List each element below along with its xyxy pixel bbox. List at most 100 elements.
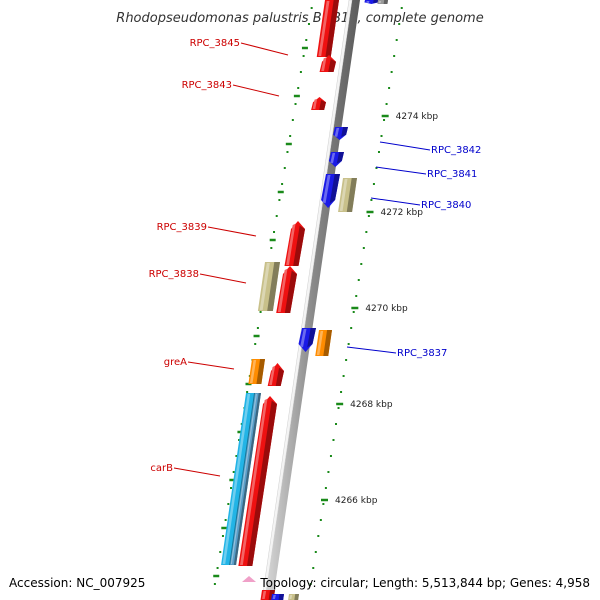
track-dot — [254, 343, 257, 345]
tick-label: 4270 kbp — [365, 304, 408, 314]
gene-label-leader — [199, 273, 247, 284]
gene-bottom-blue — [271, 594, 284, 600]
track-dot — [345, 359, 348, 361]
gene-rpc-3840-khaki-highlight — [339, 179, 348, 211]
track-dot — [337, 407, 340, 409]
gene-top-right-gray-highlight — [378, 1, 382, 3]
backbone-highlight — [261, 0, 353, 600]
track-dot — [350, 327, 353, 329]
gene-label-leader — [187, 361, 235, 370]
gene-rpc-3841-shade — [336, 152, 344, 164]
track-dot — [273, 231, 276, 233]
gene-carb-cyan2-highlight — [230, 394, 257, 564]
gene-label-rpc-3839: RPC_3839 — [157, 222, 257, 237]
gene-rpc-3845-shade — [325, 0, 339, 57]
gene-grea-red-highlight — [269, 365, 276, 385]
gene-rpc-3838 — [257, 262, 280, 311]
gene-label-text: RPC_3841 — [427, 169, 477, 180]
tick-label: 4266 kbp — [335, 496, 378, 506]
track-dot — [299, 71, 302, 73]
track-dot — [232, 471, 235, 473]
track-dot — [380, 135, 383, 137]
track-dot — [360, 263, 363, 265]
track-dot — [375, 167, 378, 169]
gene-rpc-3840-khaki-shade — [346, 178, 357, 212]
track-dot — [355, 295, 358, 297]
tick-label: 4268 kbp — [350, 400, 393, 410]
gene-features — [221, 0, 388, 600]
gene-rpc-3845-tip-shade — [328, 59, 336, 72]
track-dot — [259, 311, 262, 313]
track-dot — [270, 247, 273, 249]
gene-label-leader — [346, 346, 397, 354]
track-dot — [317, 535, 320, 537]
gene-rpc-3842-highlight — [334, 128, 340, 137]
track-dot — [365, 231, 368, 233]
track-dot — [329, 455, 332, 457]
track-dot — [383, 119, 386, 121]
track-dot — [342, 375, 345, 377]
track-dot — [377, 151, 380, 153]
genome-summary-text: Topology: circular; Length: 5,513,844 bp… — [259, 576, 590, 590]
tick-label: 4272 kbp — [381, 208, 424, 218]
gene-label-leader — [232, 84, 280, 97]
gene-rpc-3845-highlight — [318, 1, 330, 56]
track-dot — [235, 455, 238, 457]
track-dot — [324, 487, 327, 489]
gene-label-rpc-3843: RPC_3843 — [182, 80, 280, 97]
pink-feature — [242, 576, 256, 582]
track-dot — [219, 551, 222, 553]
track-dot — [221, 535, 224, 537]
gene-rpc-3842 — [333, 127, 348, 140]
track-dot — [286, 151, 289, 153]
track-dot — [278, 199, 281, 201]
gene-rpc-3840-shade — [329, 174, 340, 204]
gene-label-leader — [375, 166, 427, 175]
gene-bottom-red-highlight — [262, 591, 267, 599]
gene-rpc-3843-highlight — [312, 98, 318, 109]
gene-label-text: carB — [150, 463, 173, 474]
gene-label-leader — [240, 42, 289, 56]
gene-bottom-khaki-shade — [294, 594, 299, 600]
gene-rpc-3843-shade — [319, 100, 326, 110]
gene-bottom-blue-shade — [278, 594, 284, 600]
track-dot — [283, 167, 286, 169]
gene-label-text: greA — [164, 357, 187, 368]
track-dot — [335, 423, 338, 425]
track-dot — [347, 343, 350, 345]
track-dot — [372, 183, 375, 185]
gene-label-rpc-3838: RPC_3838 — [149, 269, 247, 284]
map-title: Rhodopseudomonas palustris BisB18, compl… — [116, 11, 483, 26]
track-dot — [281, 183, 284, 185]
gene-rpc-3845-tip-highlight — [321, 57, 327, 71]
gene-rpc-3840-highlight — [322, 175, 331, 204]
track-dot — [357, 279, 360, 281]
track-dot — [238, 439, 241, 441]
gene-rpc-3839 — [284, 221, 305, 266]
track-dot — [314, 551, 317, 553]
gene-label-text: RPC_3845 — [190, 38, 240, 49]
track-dot — [297, 87, 300, 89]
track-dot — [352, 311, 355, 313]
track-dot — [310, 7, 313, 9]
gene-rpc-3840-khaki — [338, 178, 357, 212]
gene-grea-red-shade — [275, 367, 284, 386]
gene-label-leader — [370, 197, 421, 206]
tick-label: 4274 kbp — [396, 112, 439, 122]
gene-label-rpc-3845: RPC_3845 — [190, 38, 289, 56]
gene-rpc-3838-highlight — [259, 263, 270, 310]
track-dot — [291, 119, 294, 121]
gene-top-right-shade — [373, 0, 379, 4]
gene-label-carb: carB — [150, 463, 221, 477]
gene-label-text: RPC_3840 — [421, 200, 471, 211]
gene-carb-shade — [247, 400, 277, 566]
gene-rpc-3838-red-highlight — [277, 268, 288, 312]
gene-label-rpc-3840: RPC_3840 — [370, 197, 471, 211]
gene-rpc-3841-highlight — [330, 153, 336, 164]
track-dot — [327, 471, 330, 473]
gene-top-right-highlight — [366, 1, 370, 4]
gene-grea-shade — [256, 359, 265, 384]
gene-label-text: RPC_3837 — [397, 348, 447, 359]
